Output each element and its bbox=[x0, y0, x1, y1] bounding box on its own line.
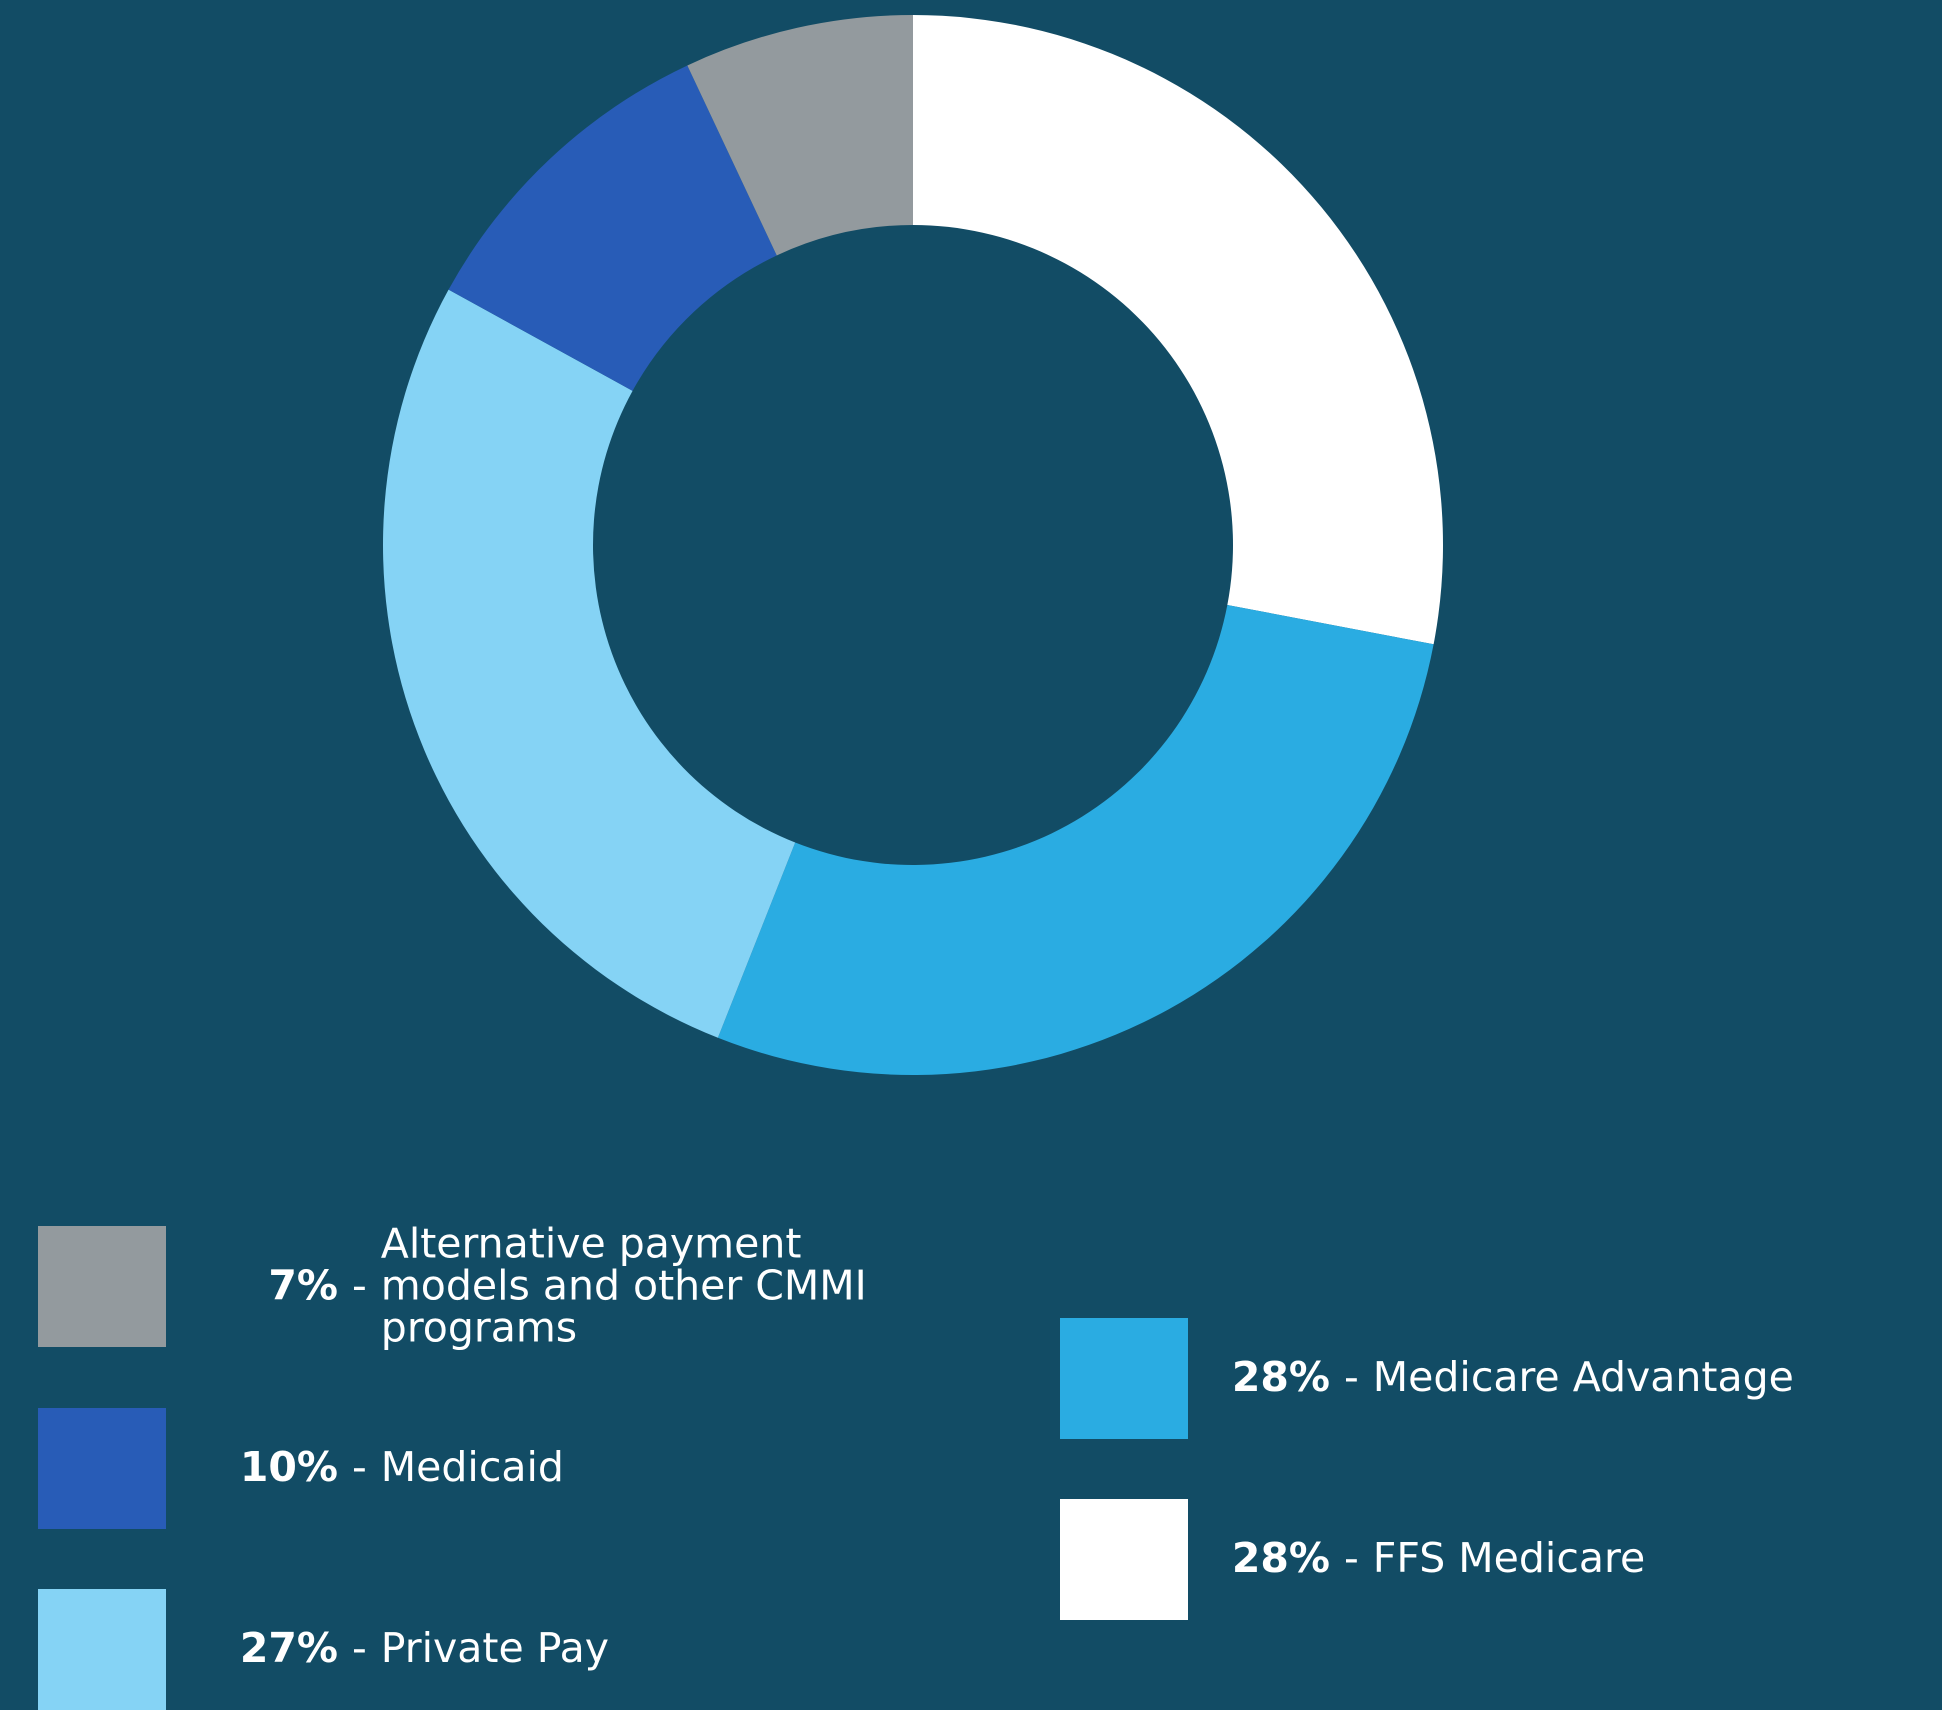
donut-slice bbox=[448, 65, 777, 391]
legend-item: 7% - Alternative payment models and other … bbox=[238, 1219, 881, 1351]
legend-item: 28% - FFS Medicare bbox=[1230, 1534, 1646, 1583]
legend-label: Medicaid bbox=[380, 1443, 564, 1492]
legend-value: 7% bbox=[268, 1261, 338, 1310]
legend-label: Alternative payment models and other CMM… bbox=[380, 1219, 867, 1351]
legend-label: Private Pay bbox=[380, 1624, 610, 1673]
legend-value: 27% bbox=[239, 1624, 338, 1673]
legend-separator: - bbox=[352, 1443, 367, 1492]
legend-separator: - bbox=[1344, 1534, 1359, 1583]
legend-item: 10% - Medicaid bbox=[238, 1443, 564, 1492]
legend-swatch bbox=[38, 1226, 166, 1347]
legend-value: 28% bbox=[1231, 1534, 1330, 1583]
legend-label: Medicare Advantage bbox=[1372, 1353, 1794, 1402]
donut-slice bbox=[717, 604, 1434, 1075]
legend-separator: - bbox=[352, 1261, 367, 1310]
donut-slice bbox=[687, 15, 913, 256]
legend-swatch bbox=[1060, 1318, 1188, 1439]
legend-value: 28% bbox=[1231, 1353, 1330, 1402]
legend-separator: - bbox=[1344, 1353, 1359, 1402]
donut-slice bbox=[383, 289, 796, 1038]
legend-swatch bbox=[38, 1408, 166, 1529]
legend-separator: - bbox=[352, 1624, 367, 1673]
legend-label: FFS Medicare bbox=[1372, 1534, 1646, 1583]
legend-swatch bbox=[1060, 1499, 1188, 1620]
legend-value: 10% bbox=[239, 1443, 338, 1492]
legend-item: 27% - Private Pay bbox=[238, 1624, 610, 1673]
legend-swatch bbox=[38, 1589, 166, 1710]
legend-item: 28% - Medicare Advantage bbox=[1230, 1353, 1794, 1402]
donut-slice bbox=[913, 15, 1443, 645]
